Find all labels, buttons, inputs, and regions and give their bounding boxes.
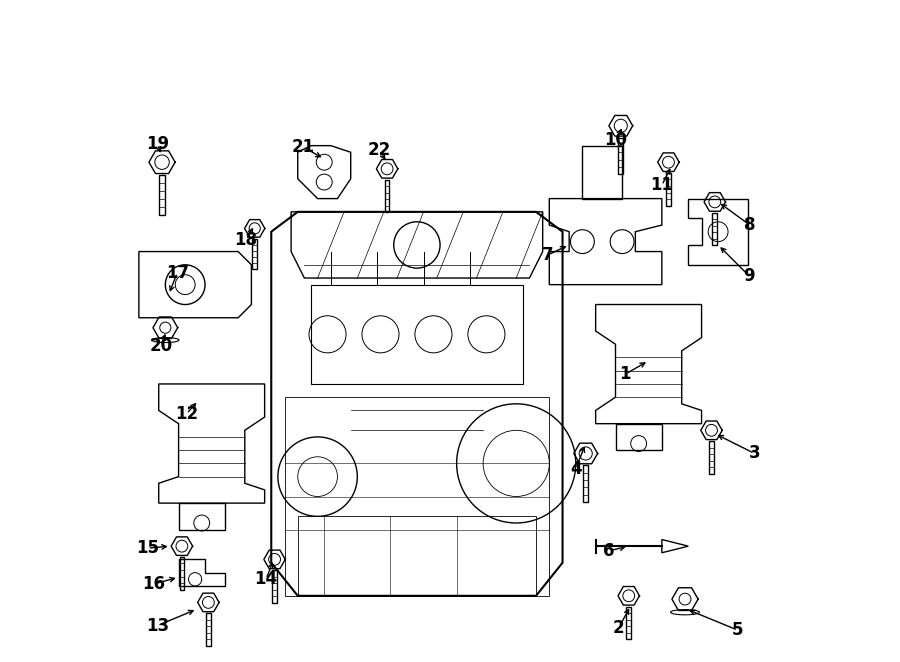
Text: 16: 16 [142,575,166,593]
Text: 18: 18 [235,230,257,249]
Bar [272,570,277,603]
Bar [618,138,624,174]
Text: 6: 6 [603,542,615,560]
Text: 12: 12 [175,404,198,423]
Text: 2: 2 [613,618,625,637]
Bar [713,213,717,246]
Bar [666,173,670,206]
Text: 1: 1 [620,365,631,383]
Text: 14: 14 [255,570,277,589]
Text: 22: 22 [367,141,391,160]
Bar [253,238,257,269]
Bar [284,397,549,596]
Bar [206,613,211,646]
Bar [709,441,714,474]
Bar [626,606,631,639]
Bar [311,285,523,384]
Bar [159,175,165,215]
Text: 15: 15 [136,539,159,557]
Bar [583,465,589,502]
Text: 20: 20 [149,336,172,355]
Text: 9: 9 [743,267,755,285]
Text: 7: 7 [542,246,554,264]
Text: 3: 3 [749,444,760,463]
Text: 13: 13 [146,616,169,635]
Text: 8: 8 [744,216,756,234]
Bar [298,516,536,596]
Bar [179,557,184,590]
Text: 21: 21 [292,138,315,156]
Text: 10: 10 [604,131,627,150]
Bar [384,179,390,213]
Text: 11: 11 [651,176,673,195]
Text: 5: 5 [733,621,743,639]
Text: 17: 17 [166,263,189,282]
Text: 19: 19 [146,135,169,154]
Text: 4: 4 [570,459,581,478]
